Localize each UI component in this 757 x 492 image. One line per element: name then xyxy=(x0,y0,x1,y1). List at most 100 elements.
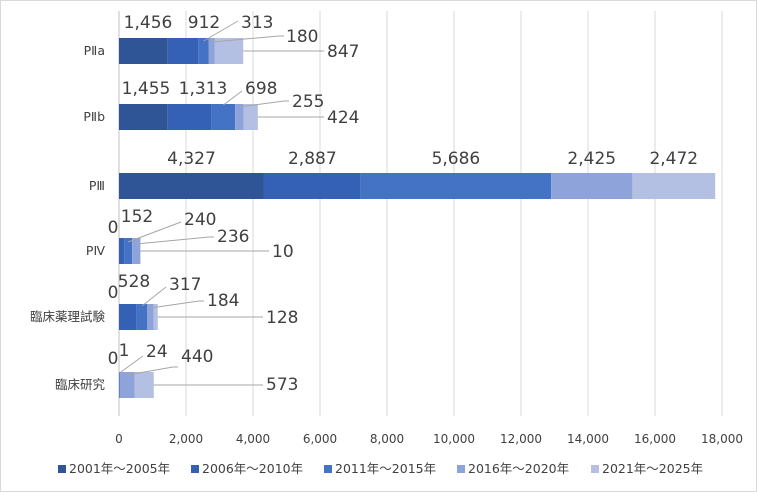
leader-r4-s3 xyxy=(150,300,204,309)
bar-segment-r1-s3 xyxy=(235,104,244,130)
bar-segment-r5-s3 xyxy=(119,372,135,398)
bar-segment-r0-s1 xyxy=(167,38,199,64)
bar-segment-r5-s4 xyxy=(134,372,154,398)
x-tick-label-7: 14,000 xyxy=(567,432,609,446)
legend-label-0: 2001年～2005年 xyxy=(69,461,170,476)
data-label-r5-s0: 0 xyxy=(108,349,119,369)
leader-r5-s3 xyxy=(127,366,178,376)
data-label-r3-s0: 0 xyxy=(108,218,119,238)
data-label-r2-s1: 2,887 xyxy=(288,149,337,169)
leader-r1-s3 xyxy=(239,100,289,108)
data-label-r4-s2: 317 xyxy=(169,275,201,295)
x-tick-label-9: 18,000 xyxy=(701,432,743,446)
data-label-r3-s4: 10 xyxy=(272,242,294,262)
bar-segment-r0-s4 xyxy=(214,38,244,64)
gridlines xyxy=(118,11,723,416)
bar-segment-r0-s3 xyxy=(208,38,215,64)
leader-r1-s2 xyxy=(223,90,243,106)
data-label-r2-s2: 5,686 xyxy=(432,149,481,169)
legend-label-4: 2021年～2025年 xyxy=(602,461,703,476)
bar-segment-r0-s0 xyxy=(119,38,168,64)
x-axis-tick-labels: 0 2,000 4,000 6,000 8,000 10,000 12,000 14,000 1… xyxy=(115,432,743,446)
data-label-r0-s0: 1,456 xyxy=(124,13,173,33)
legend-swatch-1 xyxy=(191,465,199,473)
bar-segment-r2-s3 xyxy=(551,173,633,199)
data-label-r2-s0: 4,327 xyxy=(167,149,216,169)
legend-swatch-0 xyxy=(58,465,66,473)
leader-r3-s3 xyxy=(136,236,214,245)
data-label-r2-s4: 2,472 xyxy=(649,149,698,169)
data-label-r2-s3: 2,425 xyxy=(567,149,616,169)
data-label-r4-s1: 528 xyxy=(118,272,150,292)
x-tick-label-8: 16,000 xyxy=(634,432,676,446)
legend-swatch-4 xyxy=(591,465,599,473)
category-label-1: PⅡb xyxy=(83,109,105,124)
data-label-r1-s3: 255 xyxy=(292,92,324,112)
data-label-r4-s3: 184 xyxy=(207,291,239,311)
bar-segment-r2-s4 xyxy=(632,173,716,199)
legend-label-1: 2006年～2010年 xyxy=(202,461,303,476)
x-tick-label-6: 12,000 xyxy=(500,432,542,446)
bar-segment-r1-s1 xyxy=(167,104,212,130)
data-label-r1-s4: 424 xyxy=(327,108,359,128)
legend-label-3: 2016年～2020年 xyxy=(468,461,569,476)
category-label-3: PⅣ xyxy=(86,243,106,258)
data-label-r3-s3: 236 xyxy=(217,227,249,247)
x-tick-label-0: 0 xyxy=(115,432,123,446)
data-label-r4-s0: 0 xyxy=(108,283,119,303)
x-tick-label-3: 6,000 xyxy=(303,432,337,446)
data-label-r0-s4: 847 xyxy=(327,42,359,62)
leader-lines xyxy=(119,20,324,386)
data-label-r5-s2: 24 xyxy=(146,342,168,362)
category-label-2: PⅢ xyxy=(89,178,105,193)
category-label-0: PⅡa xyxy=(84,43,105,58)
data-label-r1-s1: 1,313 xyxy=(179,79,228,99)
leader-r0-s2 xyxy=(203,20,239,42)
leader-r3-s2 xyxy=(127,221,182,243)
bar-segment-r3-s4 xyxy=(140,238,141,264)
leader-r0-s3 xyxy=(211,35,284,43)
bars xyxy=(119,38,716,398)
bar-segment-r5-s2 xyxy=(119,372,120,398)
leader-r5-s2 xyxy=(119,355,144,374)
bar-segment-r4-s3 xyxy=(147,304,154,330)
x-tick-label-5: 10,000 xyxy=(433,432,475,446)
bar-segment-r2-s1 xyxy=(263,173,361,199)
leader-r4-s2 xyxy=(141,286,167,307)
data-label-r5-s1: 1 xyxy=(119,341,130,361)
bar-segment-r3-s1 xyxy=(119,238,125,264)
category-label-4: 臨床薬理試験 xyxy=(30,309,106,324)
bar-segment-r4-s4 xyxy=(153,304,158,330)
legend: 2001年～2005年 2006年～2010年 2011年～2015年 2016年～2… xyxy=(58,461,703,476)
data-label-r0-s2: 313 xyxy=(241,13,273,33)
x-tick-label-1: 2,000 xyxy=(169,432,203,446)
bar-segment-r2-s2 xyxy=(360,173,552,199)
bar-segment-r3-s3 xyxy=(132,238,141,264)
data-label-r3-s2: 240 xyxy=(184,210,216,230)
data-label-r1-s0: 1,455 xyxy=(122,79,171,99)
legend-swatch-2 xyxy=(324,465,332,473)
data-label-r1-s2: 698 xyxy=(245,79,277,99)
bar-segment-r4-s2 xyxy=(136,304,148,330)
bar-segment-r1-s0 xyxy=(119,104,168,130)
data-label-r3-s1: 152 xyxy=(121,207,153,227)
legend-label-2: 2011年～2015年 xyxy=(335,461,436,476)
bar-segment-r2-s0 xyxy=(119,173,264,199)
data-label-r0-s1: 912 xyxy=(188,13,220,33)
data-label-r5-s3: 440 xyxy=(181,347,213,367)
legend-swatch-3 xyxy=(457,465,465,473)
data-label-r0-s3: 180 xyxy=(286,27,318,47)
data-label-r5-s4: 573 xyxy=(266,375,298,395)
data-label-r4-s4: 128 xyxy=(266,308,298,328)
x-tick-label-2: 4,000 xyxy=(236,432,270,446)
x-tick-label-4: 8,000 xyxy=(370,432,404,446)
bar-segment-r3-s2 xyxy=(124,238,133,264)
bar-segment-r0-s2 xyxy=(198,38,209,64)
category-label-5: 臨床研究 xyxy=(55,377,106,392)
bar-segment-r1-s2 xyxy=(211,104,236,130)
bar-segment-r1-s4 xyxy=(243,104,258,130)
